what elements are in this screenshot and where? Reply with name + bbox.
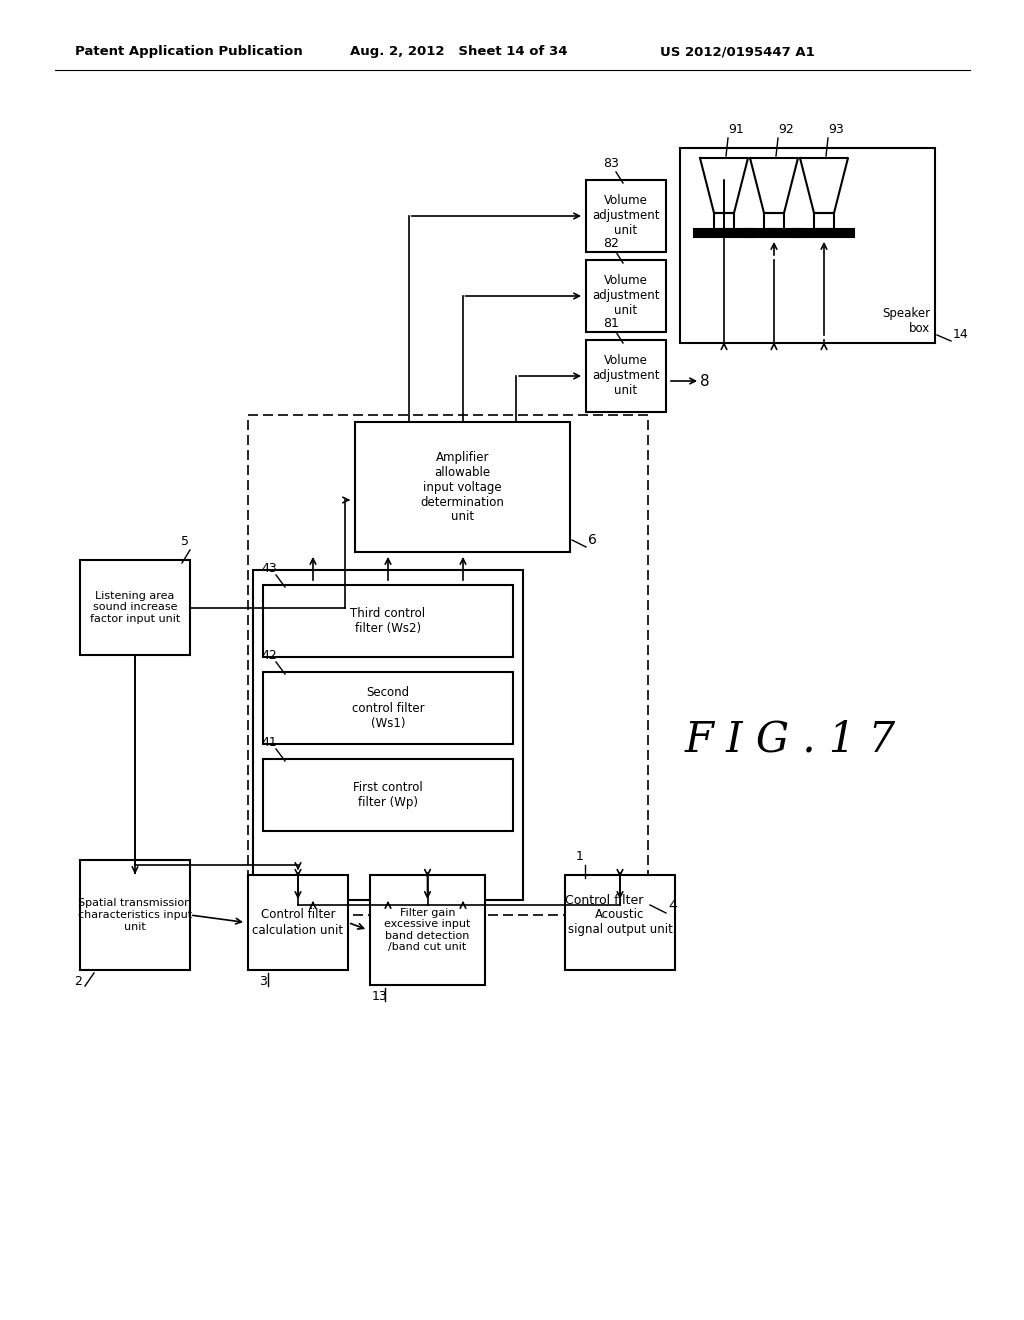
Polygon shape [750,158,798,213]
Text: Volume
adjustment
unit: Volume adjustment unit [592,194,659,238]
Text: 2: 2 [74,975,82,987]
Bar [586,341,666,412]
Text: 81: 81 [603,317,618,330]
Bar [248,414,648,915]
Text: 3: 3 [259,975,267,987]
Bar [355,422,570,552]
Text: Speaker
box: Speaker box [882,308,930,335]
Text: 6: 6 [588,533,597,546]
Text: Amplifier
allowable
input voltage
determination
unit: Amplifier allowable input voltage determ… [421,450,505,524]
Bar [586,180,666,252]
Text: Filter gain
excessive input
band detection
/band cut unit: Filter gain excessive input band detecti… [384,908,471,953]
Bar [814,213,834,228]
Bar [263,585,513,657]
Text: Second
control filter
(Ws1): Second control filter (Ws1) [351,686,424,730]
Bar [680,148,935,343]
Text: 42: 42 [261,649,276,663]
Bar [80,861,190,970]
Bar [794,228,854,238]
Text: 91: 91 [728,123,743,136]
Bar [370,875,485,985]
Bar [263,759,513,832]
Text: 8: 8 [700,374,710,388]
Bar [744,228,804,238]
Text: 4: 4 [668,899,677,913]
Text: 14: 14 [953,327,969,341]
Text: 5: 5 [181,535,189,548]
Text: Spatial transmission
characteristics input
unit: Spatial transmission characteristics inp… [78,899,193,932]
Text: F I G . 1 7: F I G . 1 7 [684,719,896,762]
Text: US 2012/0195447 A1: US 2012/0195447 A1 [660,45,815,58]
Text: Patent Application Publication: Patent Application Publication [75,45,303,58]
Text: Control filter: Control filter [564,894,643,907]
Polygon shape [800,158,848,213]
Bar [565,875,675,970]
Bar [714,213,734,228]
Bar [586,260,666,333]
Polygon shape [700,158,748,213]
Text: Control filter
calculation unit: Control filter calculation unit [253,908,344,936]
Text: 41: 41 [261,737,276,748]
Text: 93: 93 [828,123,844,136]
Bar [694,228,754,238]
Text: Aug. 2, 2012   Sheet 14 of 34: Aug. 2, 2012 Sheet 14 of 34 [350,45,567,58]
Bar [263,672,513,744]
Bar [764,213,784,228]
Text: 92: 92 [778,123,794,136]
Text: 1: 1 [577,850,584,863]
Text: 13: 13 [372,990,388,1003]
Bar [248,875,348,970]
Bar [80,560,190,655]
Text: Volume
adjustment
unit: Volume adjustment unit [592,355,659,397]
Text: Listening area
sound increase
factor input unit: Listening area sound increase factor inp… [90,591,180,624]
Text: Third control
filter (Ws2): Third control filter (Ws2) [350,607,426,635]
Text: 43: 43 [261,562,276,576]
Text: Volume
adjustment
unit: Volume adjustment unit [592,275,659,318]
Text: First control
filter (Wp): First control filter (Wp) [353,781,423,809]
Text: Acoustic
signal output unit: Acoustic signal output unit [567,908,673,936]
Bar [253,570,523,900]
Text: 83: 83 [603,157,618,170]
Text: 82: 82 [603,238,618,249]
